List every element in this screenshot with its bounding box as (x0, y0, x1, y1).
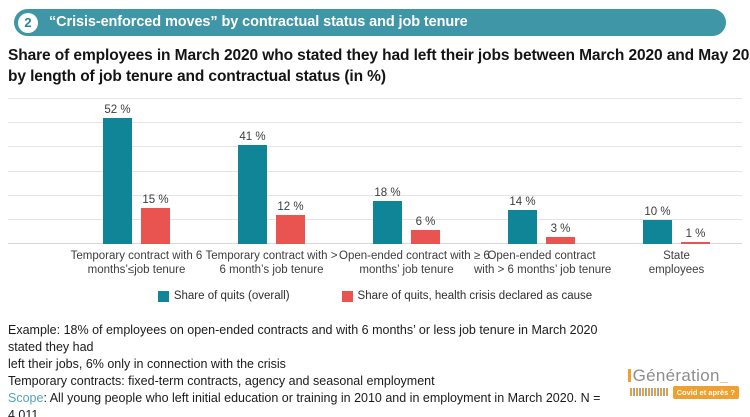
bar-value-label: 6 % (415, 215, 436, 228)
bar-value-label: 15 % (142, 193, 169, 206)
bar-wrap: 1 % (681, 228, 710, 244)
bar-value-label: 14 % (509, 196, 536, 209)
legend-label: Share of quits (overall) (173, 290, 290, 302)
figure-number: 2 (24, 15, 32, 30)
bar-value-label: 1 % (685, 227, 706, 240)
chart-x-axis-labels: Temporary contract with 6 months’≤job ten… (8, 249, 742, 277)
figure-header-banner: 2 “Crisis-enforced moves” by contractual… (14, 9, 726, 36)
bar-value-label: 12 % (277, 201, 304, 213)
logo-footer: Covid et après ? (629, 386, 739, 399)
scope-label: Scope (8, 391, 44, 405)
x-axis-label-line: Temporary contract with > (205, 250, 338, 262)
footnotes: Example: 18% of employees on open-ended … (8, 322, 618, 417)
bar-overall (643, 219, 672, 244)
generation-logo: Génération _ Covid et après ? (627, 366, 739, 399)
bar-wrap: 41 % (238, 131, 267, 244)
legend-item-1: Share of quits (overall) (157, 290, 290, 302)
bar-wrap: 15 % (141, 194, 170, 244)
x-axis-label-3: Open-ended contract with ≥ 6 months’ job … (339, 249, 490, 277)
footnote-definition: Temporary contracts: fixed-term contract… (8, 374, 435, 388)
bar-wrap: 3 % (546, 223, 575, 244)
x-axis-label-line: employees (648, 264, 705, 276)
logo-underscore: _ (719, 368, 729, 385)
x-axis-label-4: Open-ended contract with > 6 months’ job … (474, 249, 612, 277)
bar-wrap: 6 % (411, 215, 440, 244)
figure-title: “Crisis-enforced moves” by contractual s… (49, 14, 468, 30)
bar-crisis-cause (276, 215, 305, 244)
legend-item-2: Share of quits, health crisis declared a… (341, 290, 593, 302)
x-axis-label-line: 6 month’s job tenure (219, 264, 324, 276)
footnote-example-line2: left their jobs, 6% only in connection w… (8, 357, 286, 371)
legend-swatch-icon (341, 290, 353, 302)
bar-groups: 52 % 15 % 41 % 12 % 18 % 6 % 14 % 3 % 10 % 1 % (8, 99, 742, 244)
bar-value-label: 52 % (104, 104, 131, 117)
x-axis-label-line: months’ job tenure (359, 264, 454, 276)
x-axis-label-line: Open-ended contract with ≥ 6 (339, 250, 490, 262)
bar-overall (508, 210, 537, 244)
x-axis-label-5: State employees (609, 249, 744, 277)
bar-wrap: 12 % (276, 201, 305, 244)
bar-group-5: 10 % 1 % (609, 206, 744, 244)
bar-crisis-cause (411, 229, 440, 244)
bar-overall (103, 118, 132, 244)
logo-orange-bar-icon (627, 369, 631, 382)
logo-wordmark: Génération _ (627, 366, 739, 385)
x-axis-label-1: Temporary contract with 6 months’≤job ten… (69, 249, 204, 277)
bar-overall (373, 200, 402, 244)
bar-wrap: 18 % (373, 186, 402, 244)
x-axis-label-line: State (663, 250, 690, 262)
scope-text: : All young people who left initial educ… (8, 391, 601, 417)
bar-wrap: 10 % (643, 206, 672, 244)
x-axis-label-line: Temporary contract with 6 (70, 250, 203, 262)
legend-swatch-icon (157, 290, 169, 302)
bar-crisis-cause (546, 236, 575, 244)
legend-label: Share of quits, health crisis declared a… (357, 290, 593, 302)
subtitle-line-2: by length of job tenure and contractual … (8, 68, 386, 85)
bar-group-4: 14 % 3 % (474, 196, 609, 244)
gridline-40 (8, 146, 742, 148)
subtitle-line-1-text: Share of employees in March 2020 who sta… (8, 47, 750, 64)
gridline-50 (8, 122, 742, 124)
bar-group-2: 41 % 12 % (204, 131, 339, 244)
chart-plot-area: 52 % 15 % 41 % 12 % 18 % 6 % 14 % 3 % 10 % 1 % (8, 98, 742, 244)
x-axis-label-2: Temporary contract with > 6 month’s job t… (204, 249, 339, 277)
gridline-30 (8, 170, 742, 172)
bar-value-label: 41 % (239, 130, 266, 143)
bar-group-1: 52 % 15 % (69, 104, 204, 244)
chart-legend: Share of quits (overall) Share of quits, … (0, 290, 750, 302)
subtitle-line-1: Share of employees in March 2020 who sta… (8, 45, 750, 66)
bar-wrap: 14 % (508, 196, 537, 244)
bar-wrap: 52 % (103, 104, 132, 244)
gridline-60 (8, 98, 742, 99)
footnote-example-line1: Example: 18% of employees on open-ended … (8, 323, 598, 354)
figure-number-badge: 2 (18, 12, 38, 33)
x-axis-label-line: with > 6 months’ job tenure (474, 264, 612, 276)
footnote-scope: Scope: All young people who left initial… (8, 390, 618, 417)
bar-overall (238, 144, 267, 244)
figure-subtitle: Share of employees in March 2020 who sta… (8, 45, 750, 87)
x-axis-label-line: Open-ended contract (487, 250, 596, 262)
gridline-20 (8, 194, 742, 196)
bar-value-label: 10 % (644, 205, 671, 218)
bar-group-3: 18 % 6 % (339, 186, 474, 244)
logo-badge: Covid et après ? (672, 386, 739, 399)
bar-crisis-cause (141, 207, 170, 244)
bar-crisis-cause (681, 241, 710, 244)
logo-name: Génération (632, 366, 720, 385)
logo-barcode-icon (629, 388, 668, 396)
x-axis-label-line: months’≤job tenure (87, 264, 186, 276)
bar-value-label: 3 % (550, 222, 571, 235)
bar-value-label: 18 % (374, 186, 401, 199)
